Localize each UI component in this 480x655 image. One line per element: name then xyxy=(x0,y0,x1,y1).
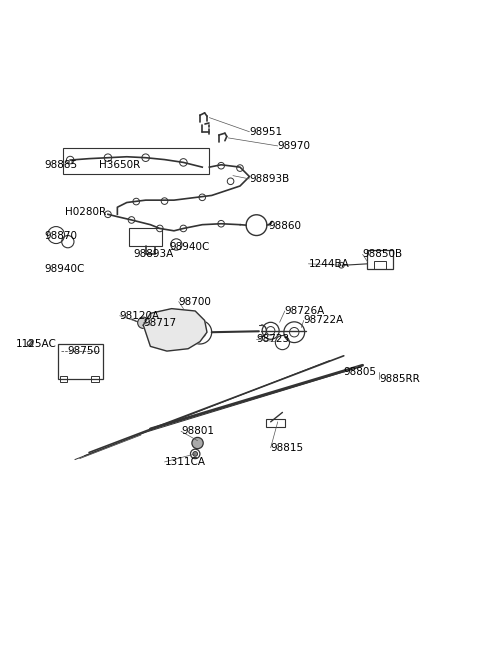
Text: 98885: 98885 xyxy=(44,160,77,170)
Text: 98893B: 98893B xyxy=(250,174,290,184)
Text: 98893A: 98893A xyxy=(134,250,174,259)
Bar xyxy=(59,344,103,379)
Text: 98951: 98951 xyxy=(250,127,283,137)
Bar xyxy=(266,419,285,426)
Polygon shape xyxy=(144,309,207,351)
Text: 98815: 98815 xyxy=(271,443,304,453)
Bar xyxy=(91,376,98,382)
Text: 98723: 98723 xyxy=(256,334,289,345)
Text: 98722A: 98722A xyxy=(304,316,344,326)
Text: 1125AC: 1125AC xyxy=(16,339,57,349)
Circle shape xyxy=(192,438,203,449)
Text: 98870: 98870 xyxy=(44,231,77,240)
Text: 98850B: 98850B xyxy=(362,250,403,259)
Bar xyxy=(367,250,393,269)
Bar xyxy=(60,376,67,382)
Text: 98805: 98805 xyxy=(344,367,377,377)
Bar xyxy=(129,227,162,246)
Bar xyxy=(374,261,386,269)
Text: 98940C: 98940C xyxy=(44,263,84,274)
Text: H3650R: H3650R xyxy=(98,160,140,170)
Text: 98970: 98970 xyxy=(278,141,311,151)
Text: 9885RR: 9885RR xyxy=(379,375,420,384)
Bar xyxy=(63,148,209,174)
Circle shape xyxy=(193,451,198,457)
Text: 98860: 98860 xyxy=(268,221,301,231)
Text: 98940C: 98940C xyxy=(169,242,210,252)
Text: 1244BA: 1244BA xyxy=(308,259,349,269)
Circle shape xyxy=(138,317,149,328)
Text: 98726A: 98726A xyxy=(285,306,325,316)
Text: 1311CA: 1311CA xyxy=(165,457,205,467)
Text: 98750: 98750 xyxy=(68,346,101,356)
Text: 98120A: 98120A xyxy=(120,310,160,321)
Text: 98700: 98700 xyxy=(179,297,212,307)
Text: 98801: 98801 xyxy=(181,426,214,436)
Text: 98717: 98717 xyxy=(144,318,177,328)
Text: H0280R: H0280R xyxy=(65,207,107,217)
